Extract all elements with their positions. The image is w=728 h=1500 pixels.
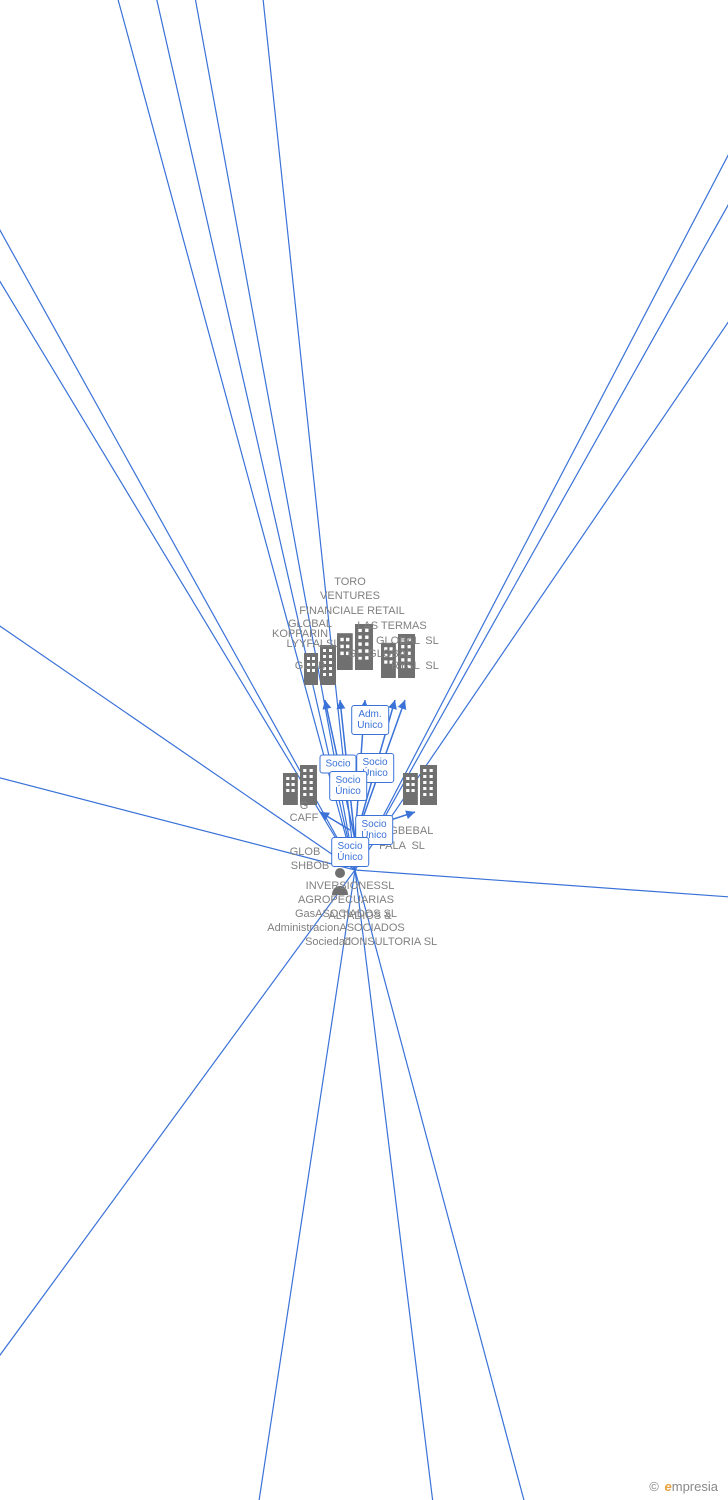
edge-line: [355, 870, 728, 920]
edge-line: [0, 0, 355, 870]
building-icon[interactable]: [283, 765, 317, 805]
relation-badge[interactable]: Socio Único: [329, 771, 367, 801]
building-icon[interactable]: [381, 634, 415, 678]
edge-line: [0, 870, 355, 1500]
edge-line: [190, 0, 355, 870]
network-canvas[interactable]: [0, 0, 728, 1500]
edge-line: [355, 70, 728, 870]
building-icon[interactable]: [304, 645, 336, 685]
edge-line: [355, 0, 728, 870]
relation-badge[interactable]: Socio Único: [331, 837, 369, 867]
edge-line: [150, 0, 355, 870]
edge-line: [0, 0, 355, 870]
person-icon[interactable]: [332, 868, 348, 895]
building-icon[interactable]: [337, 624, 373, 670]
edge-line: [355, 870, 440, 1500]
edge-line: [110, 0, 355, 870]
brand-initial: e: [665, 1479, 672, 1494]
copyright-symbol: ©: [649, 1479, 659, 1494]
edge-line: [355, 0, 728, 870]
edge-line: [355, 870, 540, 1500]
building-icon[interactable]: [403, 765, 437, 805]
watermark: © empresia: [649, 1479, 718, 1494]
edge-line: [250, 870, 355, 1500]
brand-rest: mpresia: [672, 1479, 718, 1494]
relation-badge[interactable]: Adm. Unico: [351, 705, 389, 735]
edge-line: [260, 0, 355, 870]
